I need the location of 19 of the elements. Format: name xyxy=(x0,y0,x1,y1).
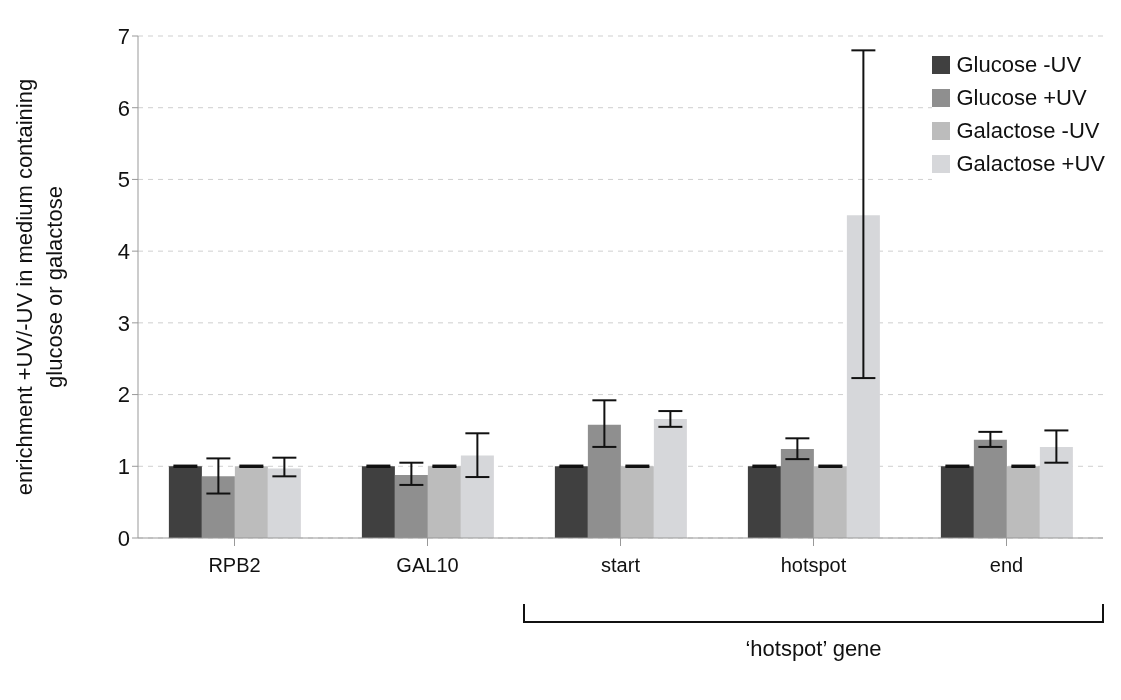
y-tick-label: 5 xyxy=(117,167,130,193)
legend-label: Glucose -UV xyxy=(955,51,1083,79)
y-tick-label: 0 xyxy=(117,525,130,551)
x-tick-label: hotspot xyxy=(780,554,847,577)
y-tick-label: 1 xyxy=(117,454,130,480)
text: ‘hotspot’ gene xyxy=(744,636,883,662)
y-tick-label: 2 xyxy=(117,382,130,408)
legend-label: Galactose +UV xyxy=(955,150,1105,178)
x-tick-label: start xyxy=(601,554,641,577)
y-tick-label: 3 xyxy=(117,310,130,336)
y-tick-label: 7 xyxy=(117,23,130,49)
y-tick-label: 6 xyxy=(117,95,130,121)
legend-label: Glucose +UV xyxy=(955,84,1088,112)
x-tick-label: GAL10 xyxy=(396,554,459,577)
x-tick-label: RPB2 xyxy=(208,554,261,577)
y-axis-title: enrichment +UV/-UV in medium containing glucose or galactose xyxy=(12,78,67,496)
y-tick-label: 4 xyxy=(117,238,130,264)
x-tick-label: end xyxy=(989,554,1024,577)
legend-label: Galactose -UV xyxy=(955,117,1101,145)
